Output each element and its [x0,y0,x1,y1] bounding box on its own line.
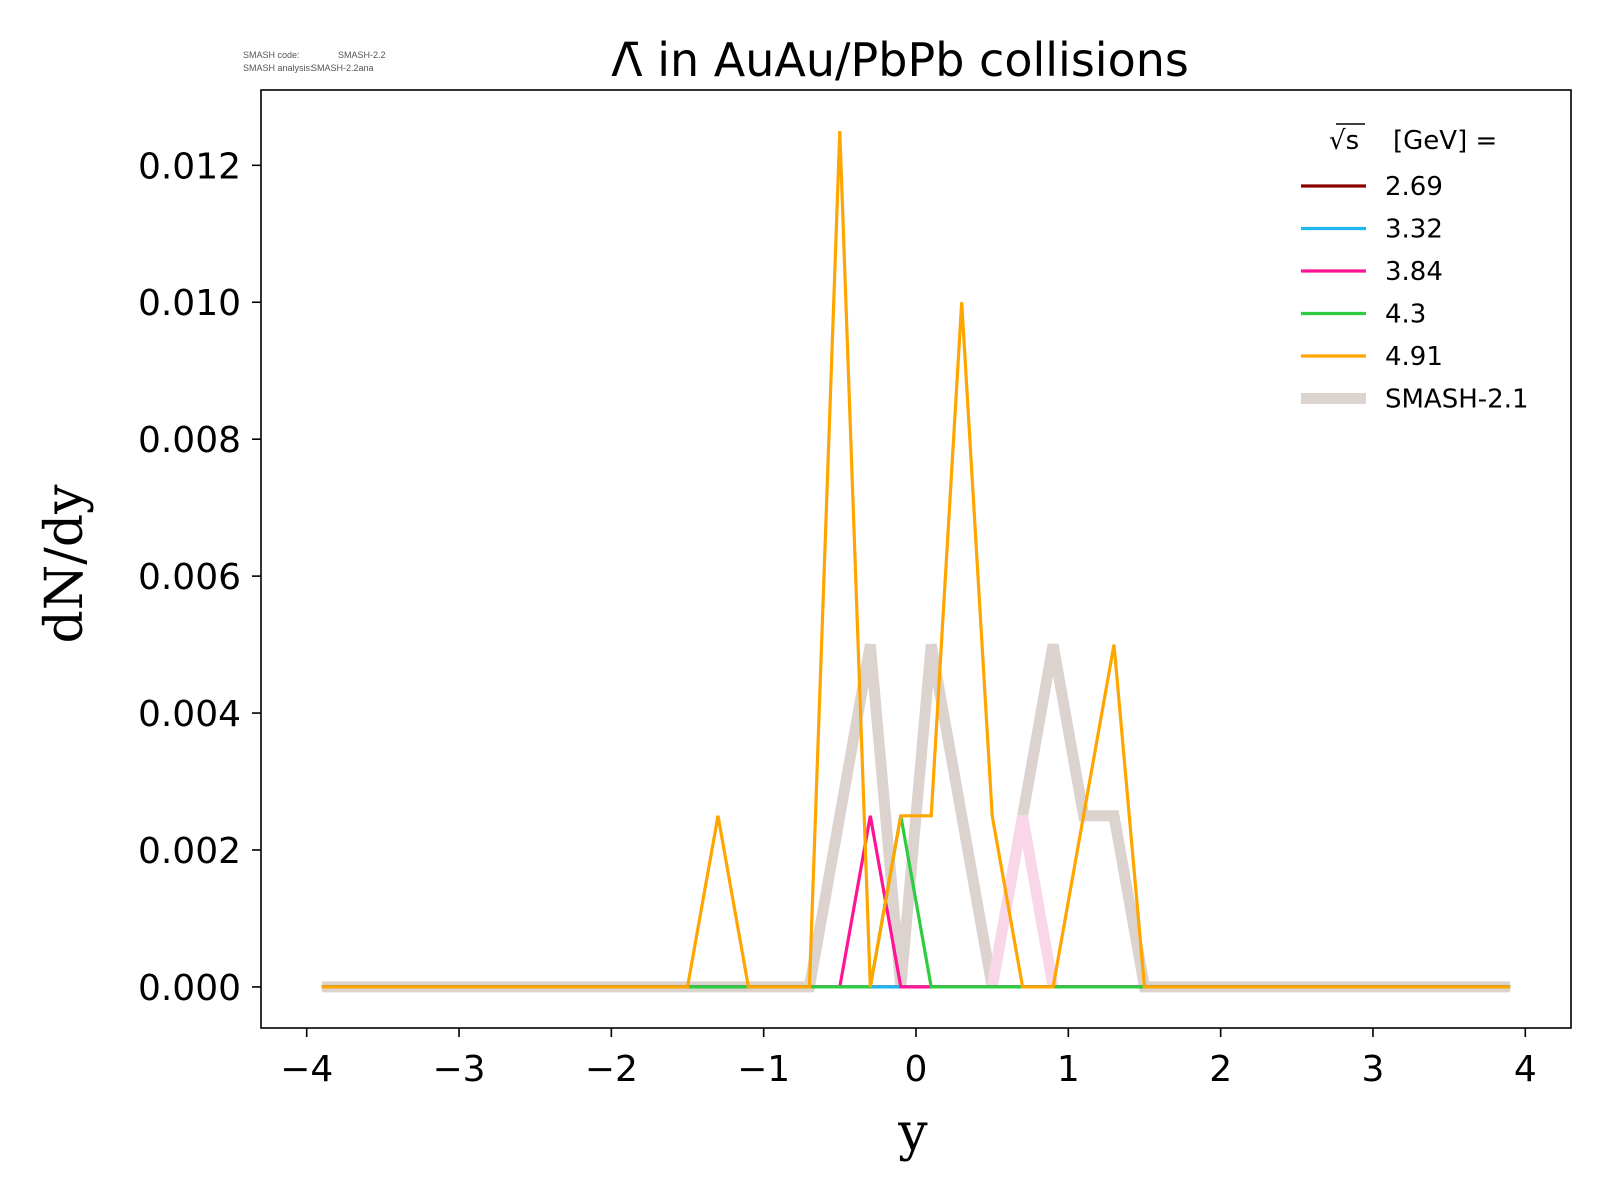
meta-code-label: SMASH code: [243,50,300,60]
legend-label-3-32: 3.32 [1385,215,1443,245]
y-tick-label: 0.012 [138,146,241,187]
legend-label-smash-2-1: SMASH-2.1 [1385,385,1529,415]
legend-entries: 2.69 3.32 3.84 4.3 4.91 SMASH-2.1 [1301,172,1529,415]
x-tick-label: 4 [1514,1049,1537,1090]
x-tick-label: 1 [1057,1049,1080,1090]
legend-label-4-91: 4.91 [1385,342,1443,372]
x-tick-label: −3 [432,1049,485,1090]
x-tick-label: −1 [737,1049,790,1090]
meta-analysis-label: SMASH analysis: [243,63,313,73]
y-axis-ticks: 0.000 0.002 0.004 0.006 0.008 0.010 0.012 [138,146,261,1009]
x-tick-label: 0 [905,1049,928,1090]
y-axis-label: dN/dy [35,484,95,644]
chart-title: Λ̄ in AuAu/PbPb collisions [611,33,1189,87]
y-tick-label: 0.010 [138,283,241,324]
x-tick-label: −2 [585,1049,638,1090]
legend-label-3-84: 3.84 [1385,257,1443,287]
x-tick-label: 2 [1209,1049,1232,1090]
legend-title-text: [GeV] = [1393,126,1497,156]
y-tick-label: 0.004 [138,694,241,735]
series-line-unlabeled-1 [986,814,1059,988]
x-axis-label: y [897,1103,928,1163]
meta-analysis-value: SMASH-2.2ana [311,63,374,73]
series-line-4-91 [321,131,1511,989]
x-tick-label: 3 [1362,1049,1385,1090]
series-layer [321,131,1511,993]
x-axis-ticks: −4 −3 −2 −1 0 1 2 3 4 [280,1028,1537,1090]
legend-label-4-3: 4.3 [1385,300,1426,330]
y-tick-label: 0.000 [138,968,241,1009]
y-tick-label: 0.002 [138,831,241,872]
legend: √s [GeV] = 2.69 3.32 3.84 4.3 4.91 SMASH-2.1 [1301,123,1529,415]
meta-code-value: SMASH-2.2 [338,50,386,60]
y-tick-label: 0.006 [138,557,241,598]
legend-title-sqrt-s: √s [1329,126,1359,156]
x-tick-label: −4 [280,1049,333,1090]
y-tick-label: 0.008 [138,420,241,461]
legend-label-2-69: 2.69 [1385,172,1443,202]
